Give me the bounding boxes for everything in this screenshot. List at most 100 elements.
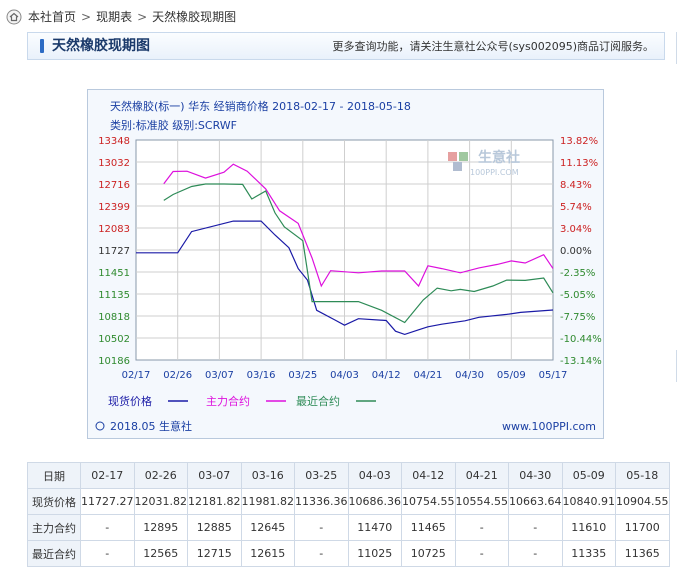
table-header-cell: 03-07 bbox=[187, 462, 242, 489]
table-header-cell: 日期 bbox=[27, 462, 81, 489]
breadcrumb-current: 天然橡胶现期图 bbox=[152, 10, 237, 24]
table-row-label: 现货价格 bbox=[27, 488, 81, 515]
table-cell: 11610 bbox=[561, 514, 616, 541]
table-cell: 12565 bbox=[133, 540, 188, 567]
breadcrumb-home-link[interactable]: 本社首页 bbox=[28, 10, 77, 24]
title-bar: 天然橡胶现期图 更多查询功能，请关注生意社公众号(sys002095)商品订阅服… bbox=[27, 32, 665, 60]
y-left-tick-label: 10502 bbox=[98, 334, 130, 345]
y-right-tick-label: -5.05% bbox=[560, 290, 595, 301]
table-header-cell: 03-25 bbox=[294, 462, 349, 489]
x-tick-label: 04/03 bbox=[330, 370, 359, 381]
x-tick-label: 04/12 bbox=[372, 370, 401, 381]
legend-label: 最近合约 bbox=[296, 394, 340, 408]
side-panel-edge bbox=[676, 32, 683, 64]
table-cell: - bbox=[454, 540, 509, 567]
table-cell: 12895 bbox=[133, 514, 188, 541]
y-right-tick-label: 0.00% bbox=[560, 246, 592, 257]
copyright-icon bbox=[95, 421, 105, 431]
table-cell: 12031.82 bbox=[133, 488, 188, 515]
x-tick-label: 03/07 bbox=[205, 370, 234, 381]
table-row-label: 最近合约 bbox=[27, 540, 81, 567]
breadcrumb-table-link[interactable]: 现期表 bbox=[96, 10, 133, 24]
legend-label: 现货价格 bbox=[108, 394, 152, 408]
chart-subtitle: 类别:标准胶 级别:SCRWF bbox=[110, 118, 237, 132]
table-header-cell: 04-21 bbox=[454, 462, 509, 489]
y-left-tick-label: 12399 bbox=[98, 202, 130, 213]
series-line bbox=[163, 183, 554, 324]
y-right-tick-label: -10.44% bbox=[560, 334, 602, 345]
watermark-logo-icon bbox=[448, 152, 457, 161]
table-header-row: 日期 02-17 02-26 03-07 03-16 03-25 04-03 0… bbox=[27, 462, 670, 489]
side-panel-edge bbox=[676, 350, 683, 382]
table-cell: 10686.36 bbox=[347, 488, 402, 515]
table-row-label: 主力合约 bbox=[27, 514, 81, 541]
y-left-tick-label: 13348 bbox=[98, 136, 130, 147]
x-tick-label: 03/25 bbox=[288, 370, 317, 381]
y-left-tick-label: 12716 bbox=[98, 180, 130, 191]
y-right-tick-label: 13.82% bbox=[560, 136, 598, 147]
table-cell: 11465 bbox=[401, 514, 456, 541]
table-cell: 10754.55 bbox=[401, 488, 456, 515]
table-cell: 12885 bbox=[187, 514, 242, 541]
watermark-brand: 生意社 bbox=[478, 149, 520, 166]
breadcrumb-separator: > bbox=[81, 10, 92, 24]
subscription-notice: 更多查询功能，请关注生意社公众号(sys002095)商品订阅服务。 bbox=[332, 40, 654, 53]
y-left-tick-label: 13032 bbox=[98, 158, 130, 169]
y-right-tick-label: -2.35% bbox=[560, 268, 595, 279]
y-left-tick-label: 10818 bbox=[98, 312, 130, 323]
table-header-cell: 04-30 bbox=[508, 462, 563, 489]
table-cell: - bbox=[294, 514, 349, 541]
table-cell: - bbox=[508, 540, 563, 567]
x-tick-label: 02/26 bbox=[163, 370, 192, 381]
price-table: 日期 02-17 02-26 03-07 03-16 03-25 04-03 0… bbox=[27, 462, 670, 567]
table-cell: 12715 bbox=[187, 540, 242, 567]
y-right-tick-label: 8.43% bbox=[560, 180, 592, 191]
breadcrumb-separator: > bbox=[137, 10, 148, 24]
table-header-cell: 02-17 bbox=[80, 462, 135, 489]
x-tick-label: 03/16 bbox=[247, 370, 276, 381]
table-header-cell: 04-12 bbox=[401, 462, 456, 489]
table-cell: - bbox=[454, 514, 509, 541]
title-accent-bar bbox=[40, 39, 44, 53]
y-right-tick-label: 3.04% bbox=[560, 224, 592, 235]
watermark-url: 100PPI.COM bbox=[470, 168, 519, 177]
series-line bbox=[163, 163, 554, 288]
table-cell: 11981.82 bbox=[240, 488, 295, 515]
table-cell: 12645 bbox=[240, 514, 295, 541]
y-right-tick-label: 5.74% bbox=[560, 202, 592, 213]
x-tick-label: 04/30 bbox=[455, 370, 484, 381]
table-cell: 12181.82 bbox=[187, 488, 242, 515]
x-tick-label: 05/09 bbox=[497, 370, 526, 381]
chart-title: 天然橡胶(标一) 华东 经销商价格 2018-02-17 - 2018-05-1… bbox=[110, 99, 411, 113]
series-line bbox=[136, 220, 554, 336]
y-left-tick-label: 10186 bbox=[98, 356, 130, 367]
table-row: 现货价格 11727.27 12031.82 12181.82 11981.82… bbox=[27, 488, 670, 515]
table-cell: - bbox=[80, 540, 135, 567]
table-cell: - bbox=[80, 514, 135, 541]
table-cell: 10725 bbox=[401, 540, 456, 567]
table-cell: 10663.64 bbox=[508, 488, 563, 515]
table-cell: 11727.27 bbox=[80, 488, 135, 515]
chart-footer-right: www.100PPI.com bbox=[502, 420, 596, 433]
table-row: 主力合约 - 12895 12885 12645 - 11470 11465 -… bbox=[27, 514, 670, 541]
table-cell: 10904.55 bbox=[615, 488, 670, 515]
x-tick-label: 02/17 bbox=[122, 370, 151, 381]
y-left-tick-label: 12083 bbox=[98, 224, 130, 235]
table-cell: - bbox=[294, 540, 349, 567]
table-cell: 11700 bbox=[615, 514, 670, 541]
breadcrumb: 本社首页 > 现期表 > 天然橡胶现期图 bbox=[6, 5, 236, 29]
table-header-cell: 05-18 bbox=[615, 462, 670, 489]
table-header-cell: 05-09 bbox=[561, 462, 616, 489]
y-right-tick-label: 11.13% bbox=[560, 158, 598, 169]
y-left-tick-label: 11451 bbox=[98, 268, 130, 279]
table-row: 最近合约 - 12565 12715 12615 - 11025 10725 -… bbox=[27, 540, 670, 567]
table-cell: 11365 bbox=[615, 540, 670, 567]
price-chart: 13348 13.82% 13032 11.13% 12716 8.43% 12399 5.7… bbox=[95, 99, 602, 433]
table-cell: 11025 bbox=[347, 540, 402, 567]
table-cell: 10840.91 bbox=[561, 488, 616, 515]
y-right-tick-label: -13.14% bbox=[560, 356, 602, 367]
watermark-logo-icon bbox=[453, 162, 462, 171]
table-cell: 11470 bbox=[347, 514, 402, 541]
y-right-tick-label: -7.75% bbox=[560, 312, 595, 323]
page-title: 天然橡胶现期图 bbox=[52, 38, 150, 54]
